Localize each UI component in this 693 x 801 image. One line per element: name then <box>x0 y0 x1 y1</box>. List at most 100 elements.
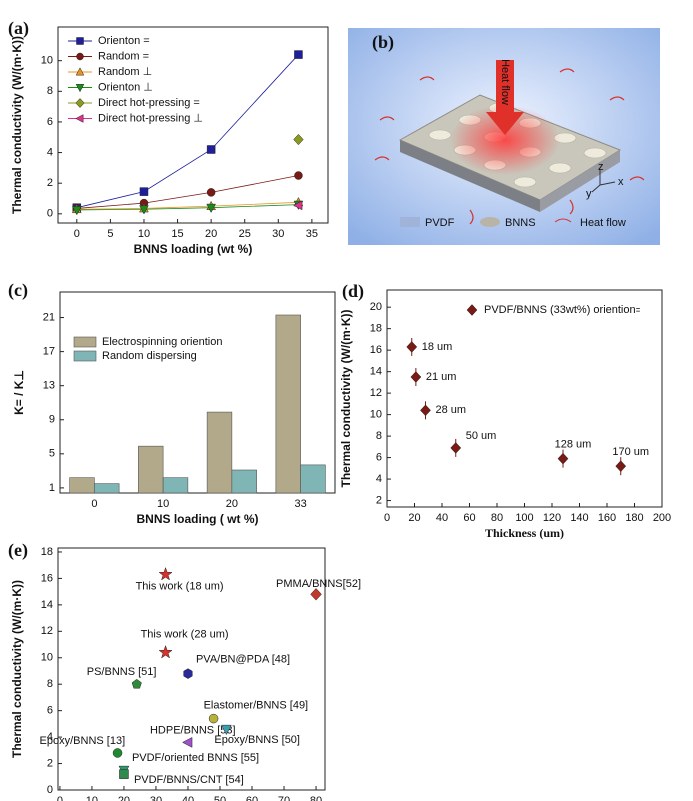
point-label: HDPE/BNNS [53] <box>150 724 236 736</box>
bar <box>94 483 120 494</box>
x-tick-label: 10 <box>86 795 98 801</box>
y-tick-label: 0 <box>47 784 53 796</box>
legend-marker <box>75 114 84 123</box>
x-tick-label: 20 <box>205 228 217 240</box>
y-axis-label: Thermal conductivity (W/(m·K)) <box>339 309 353 487</box>
axis-icon-label: z <box>598 161 604 173</box>
marker <box>294 50 303 59</box>
y-tick-label: 13 <box>43 380 55 392</box>
series-line <box>76 54 299 209</box>
point-label: PVA/BN@PDA [48] <box>196 654 290 666</box>
point-label: Epoxy/BNNS [50] <box>214 734 300 746</box>
y-tick-label: 18 <box>41 546 53 558</box>
y-tick-label: 8 <box>376 430 382 442</box>
arrow-label: Heat flow <box>499 59 511 105</box>
point-label: PVDF/oriented BNNS [55] <box>132 752 259 764</box>
panel-label: (b) <box>372 32 394 53</box>
y-tick-label: 9 <box>49 414 55 426</box>
y-tick-label: 2 <box>47 757 53 769</box>
legend-text: Electrospinning oriention <box>102 336 222 348</box>
legend-text: Direct hot-pressing ⊥ <box>98 112 203 124</box>
y-axis-label: Thermal conductivity (W/(m·K)) <box>10 580 24 758</box>
marker <box>293 200 303 211</box>
y-tick-label: 2 <box>47 177 53 189</box>
y-tick-label: 16 <box>41 572 53 584</box>
y-tick-label: 16 <box>370 344 382 356</box>
plot-frame <box>59 291 336 494</box>
marker <box>293 133 304 146</box>
point-label: Elastomer/BNNS [49] <box>204 699 309 711</box>
y-tick-label: 10 <box>41 55 53 67</box>
plot-frame <box>57 26 329 224</box>
y-tick-label: 4 <box>47 146 53 158</box>
marker <box>208 713 219 724</box>
y-tick-label: 12 <box>41 625 53 637</box>
bar <box>162 477 189 494</box>
legend-text: BNNS <box>505 217 536 229</box>
legend-text: Heat flow <box>580 217 626 229</box>
point-label: 128 um <box>555 439 592 451</box>
legend-text: Random ⊥ <box>98 66 152 78</box>
marker <box>158 566 173 581</box>
y-tick-label: 10 <box>41 652 53 664</box>
x-tick-label: 35 <box>306 228 318 240</box>
x-tick-label: 5 <box>107 228 113 240</box>
panel-label: (d) <box>342 281 364 302</box>
marker <box>119 769 129 779</box>
y-tick-label: 6 <box>47 116 53 128</box>
y-tick-label: 6 <box>47 705 53 717</box>
y-tick-label: 8 <box>47 678 53 690</box>
y-tick-label: 12 <box>370 387 382 399</box>
marker <box>71 206 82 216</box>
legend-marker <box>76 52 84 61</box>
x-tick-label: 0 <box>384 512 390 524</box>
point-label: This work (18 um) <box>136 580 224 592</box>
marker <box>158 644 173 659</box>
legend-swatch <box>400 217 420 227</box>
y-tick-label: 20 <box>370 301 382 313</box>
x-tick-label: 20 <box>226 498 238 510</box>
heat-arrow <box>486 60 524 135</box>
marker <box>557 452 569 465</box>
marker <box>450 442 462 454</box>
y-tick-label: 6 <box>376 451 382 463</box>
legend-marker <box>76 37 84 45</box>
marker <box>139 187 149 196</box>
point-label: This work (28 um) <box>141 628 229 640</box>
legend-swatch <box>480 217 500 227</box>
x-tick-label: 30 <box>150 795 162 801</box>
x-tick-label: 33 <box>295 498 307 510</box>
legend-marker <box>75 67 85 76</box>
marker <box>294 171 303 180</box>
y-tick-label: 0 <box>47 208 53 220</box>
marker <box>406 341 418 353</box>
legend-swatch <box>554 218 572 223</box>
marker <box>206 203 216 214</box>
y-axis-label: K= / K⊥ <box>12 370 26 415</box>
x-tick-label: 0 <box>91 498 97 510</box>
y-tick-label: 10 <box>370 409 382 421</box>
x-tick-label: 40 <box>436 512 448 524</box>
panel-label: (e) <box>8 540 28 561</box>
point-label: PMMA/BNNS[52] <box>276 578 361 590</box>
x-tick-label: 70 <box>278 795 290 801</box>
y-tick-label: 18 <box>370 323 382 335</box>
series-line <box>76 201 299 210</box>
legend-text: Direct hot-pressing = <box>98 97 200 109</box>
y-tick-label: 2 <box>376 494 382 506</box>
y-tick-label: 4 <box>376 473 382 485</box>
heat-flow-arrows <box>374 68 645 225</box>
marker <box>615 460 627 473</box>
legend-text: Random = <box>98 50 149 62</box>
point-label: 21 um <box>426 371 457 383</box>
marker <box>420 404 431 417</box>
x-tick-label: 20 <box>118 795 130 801</box>
marker <box>310 588 322 601</box>
marker <box>410 371 422 383</box>
x-tick-label: 60 <box>246 795 258 801</box>
series-line <box>76 204 299 211</box>
y-tick-label: 14 <box>41 599 53 611</box>
bar <box>206 411 233 494</box>
y-tick-label: 1 <box>49 482 55 494</box>
marker <box>206 145 216 154</box>
